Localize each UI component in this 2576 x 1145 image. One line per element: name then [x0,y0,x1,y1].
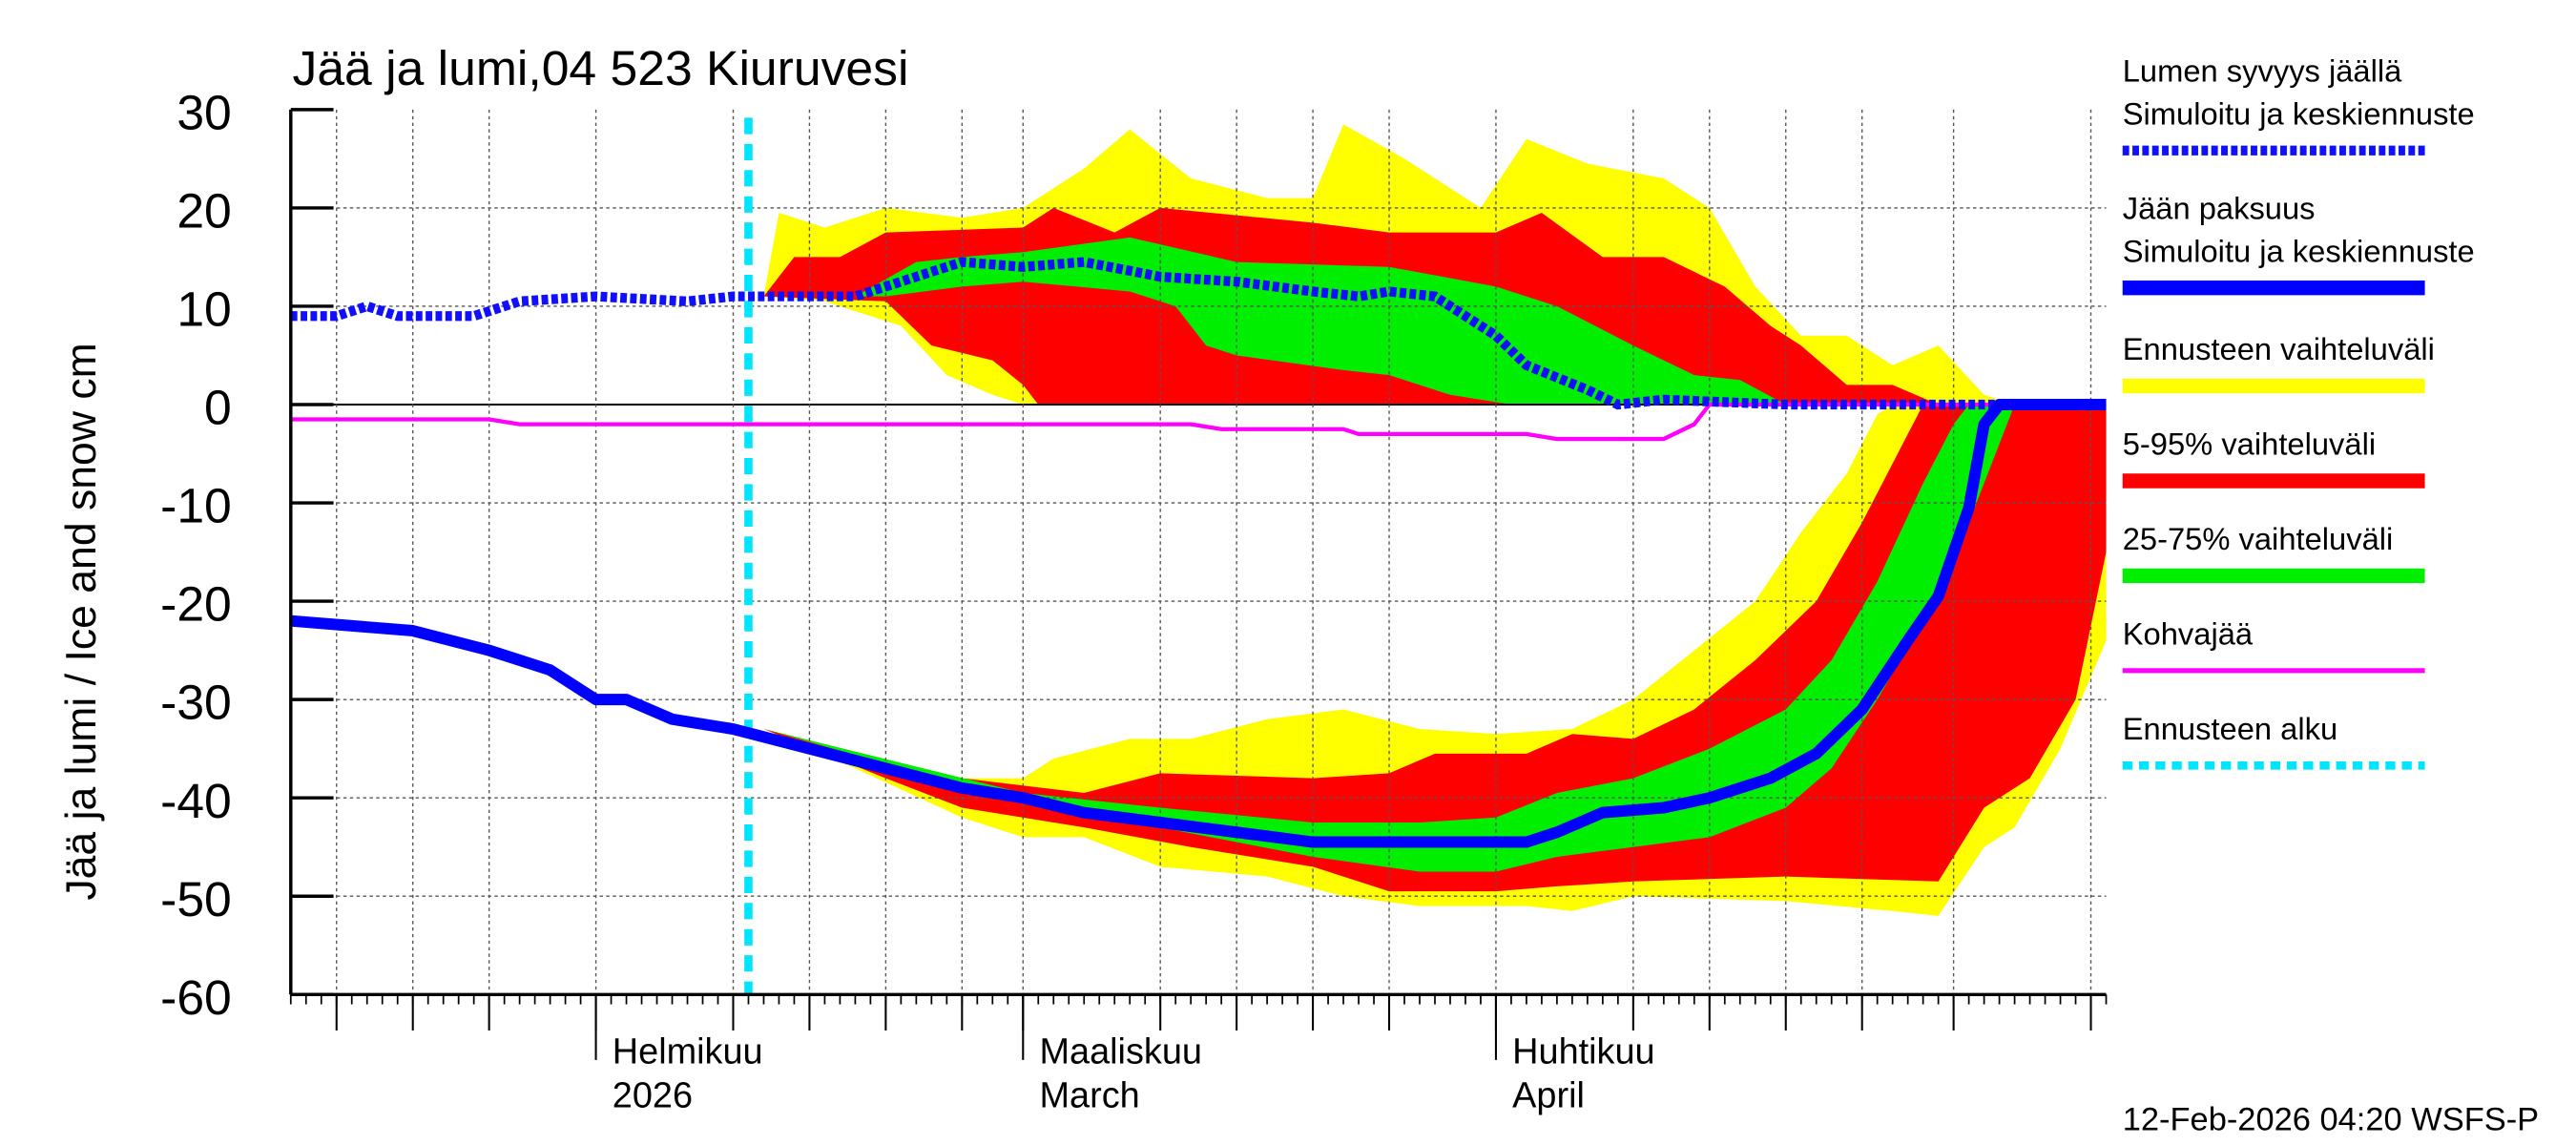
legend-label: Ennusteen vaihteluväli [2123,331,2435,366]
lines-layer [290,117,2107,995]
y-tick-label: -10 [160,478,232,533]
slush-ice-line [290,402,2107,442]
band-ice-p25-75 [763,405,2015,872]
y-tick-label: -60 [160,969,232,1025]
y-axis-label: Jää ja lumi / Ice and snow cm [58,343,105,900]
bands-layer [763,124,2107,916]
y-tick-label: -30 [160,675,232,730]
footer-timestamp: 12-Feb-2026 04:20 WSFS-P [2123,1102,2539,1138]
grid-layer [290,109,2107,995]
y-tick-label: 10 [177,281,231,337]
ice-thickness-line [290,398,2107,848]
y-tick-label: 0 [204,380,232,435]
chart-title: Jää ja lumi,04 523 Kiuruvesi [293,40,909,95]
y-tick-label: 30 [177,85,231,140]
month-label: Maaliskuu [1039,1031,1201,1072]
y-tick-label: -50 [160,871,232,926]
month-sublabel: April [1512,1076,1585,1116]
month-sublabel: March [1039,1076,1139,1116]
legend-label: Jään paksuus [2123,191,2316,226]
legend-sublabel: Simuloitu ja keskiennuste [2123,95,2475,131]
month-label: Huhtikuu [1512,1031,1654,1072]
month-label: Helmikuu [613,1031,763,1072]
snow-depth-line [290,257,2107,410]
legend-label: 5-95% vaihteluväli [2123,427,2376,462]
y-tick-label: -20 [160,576,232,632]
y-tick-label: -40 [160,773,232,828]
legend-label: Lumen syvyys jäällä [2123,53,2402,89]
y-tick-label: 20 [177,183,231,239]
legend-label: Kohvajää [2123,615,2254,651]
legend: Lumen syvyys jäällä Simuloitu ja keskienn… [2123,53,2475,770]
legend-sublabel: Simuloitu ja keskiennuste [2123,233,2475,268]
month-sublabel: 2026 [613,1076,693,1116]
legend-label: 25-75% vaihteluväli [2123,521,2394,556]
legend-label: Ennusteen alku [2123,711,2337,746]
